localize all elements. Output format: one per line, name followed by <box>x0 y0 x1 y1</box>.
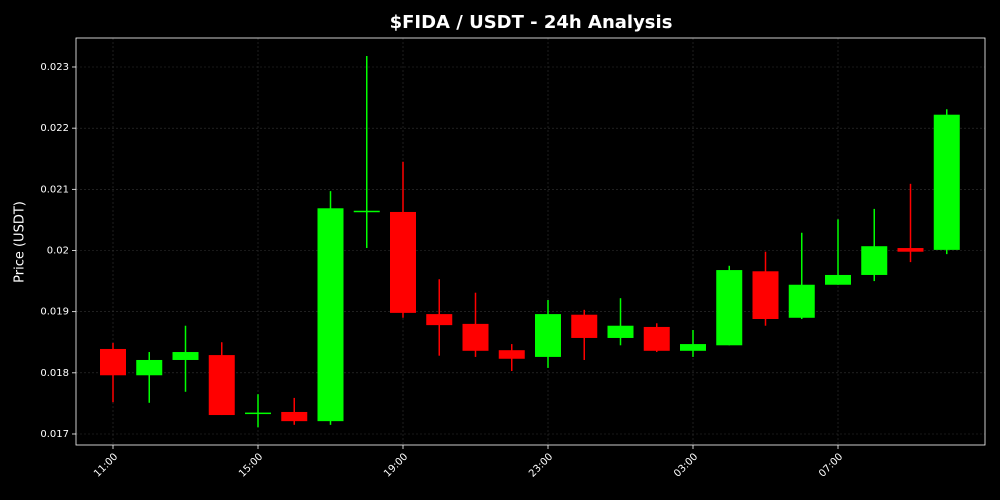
candle-body <box>426 314 453 326</box>
candle-body <box>462 323 489 351</box>
y-tick-label: 0.023 <box>40 62 69 73</box>
candle-body <box>861 246 888 275</box>
candle-body <box>571 314 598 338</box>
candle-body <box>317 208 344 422</box>
candle-body <box>643 326 670 351</box>
candle-body <box>716 270 743 346</box>
candle-body <box>607 325 634 338</box>
candle-body <box>498 350 525 359</box>
y-tick-label: 0.02 <box>47 245 69 256</box>
candle-body <box>100 348 126 376</box>
y-tick-label: 0.021 <box>40 184 69 195</box>
candle-body <box>136 359 163 376</box>
y-tick-label: 0.018 <box>40 368 69 379</box>
candle-body <box>281 411 308 422</box>
candle-body <box>535 314 561 357</box>
y-tick-label: 0.022 <box>40 123 69 134</box>
y-tick-label: 0.019 <box>40 307 69 318</box>
y-axis-label: Price (USDT) <box>13 201 28 283</box>
candle-body <box>245 412 271 415</box>
candle-body <box>390 211 416 313</box>
candle-body <box>752 271 779 319</box>
candle-body <box>897 248 924 252</box>
chart-title: $FIDA / USDT - 24h Analysis <box>390 12 673 33</box>
candle-body <box>208 355 235 416</box>
candle-body <box>788 284 815 318</box>
plot-frame <box>75 37 986 446</box>
candle-body <box>172 352 199 360</box>
candle-body <box>825 274 851 285</box>
candle-body <box>933 114 960 250</box>
candle-body <box>680 344 706 351</box>
y-tick-label: 0.017 <box>40 429 69 440</box>
candle-body <box>353 210 380 213</box>
